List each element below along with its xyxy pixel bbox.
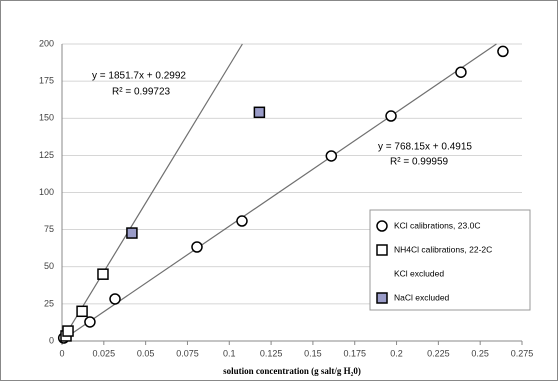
- y-tick-label: 0: [49, 335, 54, 345]
- y-tick-label: 25: [44, 298, 54, 308]
- x-tick-label: 0.175: [343, 348, 366, 358]
- trendline-equation: y = 768.15x + 0.4915: [378, 142, 472, 153]
- x-tick-label: 0.1: [223, 348, 236, 358]
- y-tick-label: 175: [39, 76, 54, 86]
- point: [109, 293, 121, 305]
- x-tick-label: 0.2: [390, 348, 403, 358]
- point: [62, 325, 74, 337]
- legend-marker: [376, 220, 388, 232]
- point: [253, 106, 266, 119]
- y-tick-label: 100: [39, 187, 54, 197]
- point: [126, 227, 138, 239]
- y-tick-label: 125: [39, 150, 54, 160]
- y-tick-label: 50: [44, 261, 54, 271]
- legend-label: KCl excluded: [394, 268, 444, 278]
- x-tick-label: 0.075: [176, 348, 199, 358]
- legend-marker: [376, 292, 388, 304]
- x-tick-label: 0.05: [137, 348, 155, 358]
- x-axis-label: solution concentration (g salt/g H₂0): [223, 366, 361, 376]
- x-tick-label: 0.225: [427, 348, 450, 358]
- point: [385, 110, 397, 122]
- x-tick-label: 0.125: [260, 348, 283, 358]
- x-tick-label: 0.25: [471, 348, 489, 358]
- legend-label: KCl calibrations, 23.0C: [394, 220, 480, 230]
- trendline: [61, 43, 243, 341]
- trendline-equation: y = 1851.7x + 0.2992: [92, 71, 186, 82]
- point: [455, 66, 467, 78]
- trendline-r2: R² = 0.99959: [390, 157, 449, 168]
- legend-label: NaCl excluded: [394, 292, 450, 302]
- point: [236, 215, 248, 227]
- x-tick-label: 0.15: [304, 348, 322, 358]
- trendline: [61, 43, 497, 341]
- point: [191, 241, 203, 253]
- x-tick-label: 0.275: [511, 348, 534, 358]
- point: [76, 305, 88, 318]
- point: [97, 268, 109, 280]
- trendline-r2: R² = 0.99723: [112, 87, 171, 98]
- y-tick-label: 75: [44, 224, 54, 234]
- x-tick-label: 0.025: [93, 348, 116, 358]
- legend-box: [369, 209, 531, 311]
- x-tick-label: 0: [59, 348, 64, 358]
- y-tick-label: 200: [39, 38, 54, 48]
- point: [84, 316, 96, 328]
- y-tick-label: 150: [39, 113, 54, 123]
- point: [497, 45, 509, 58]
- point: [325, 150, 338, 162]
- legend-marker: [376, 244, 388, 256]
- legend-label: NH4Cl calibrations, 22-2C: [394, 244, 492, 254]
